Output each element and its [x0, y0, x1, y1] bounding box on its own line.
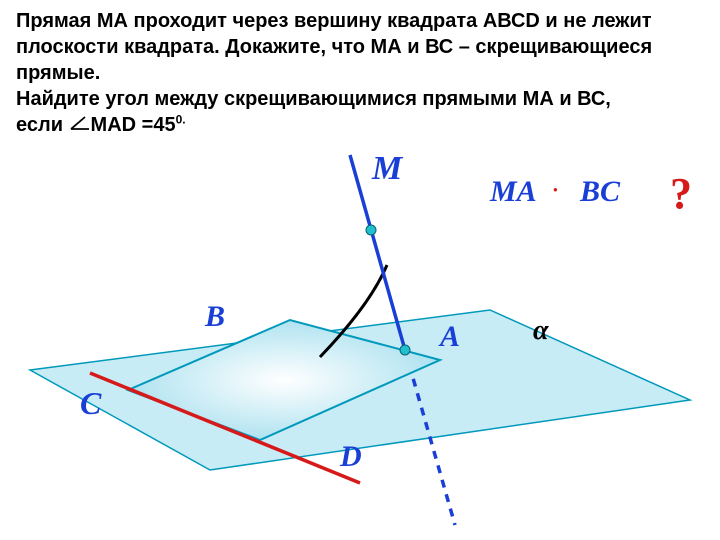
label-alpha: α: [533, 315, 549, 347]
label-d: D: [340, 440, 362, 474]
label-c: С: [80, 385, 101, 422]
label-m: M: [372, 150, 402, 188]
skew-symbol-icon: ●: [553, 185, 558, 194]
question-mark: ?: [670, 168, 692, 219]
expr-ma: MA: [490, 175, 537, 209]
expr-bc: BC: [580, 175, 620, 209]
point-m-dot: [366, 225, 376, 235]
point-a-dot: [400, 345, 410, 355]
label-a: A: [440, 320, 460, 354]
label-b: B: [205, 300, 225, 334]
